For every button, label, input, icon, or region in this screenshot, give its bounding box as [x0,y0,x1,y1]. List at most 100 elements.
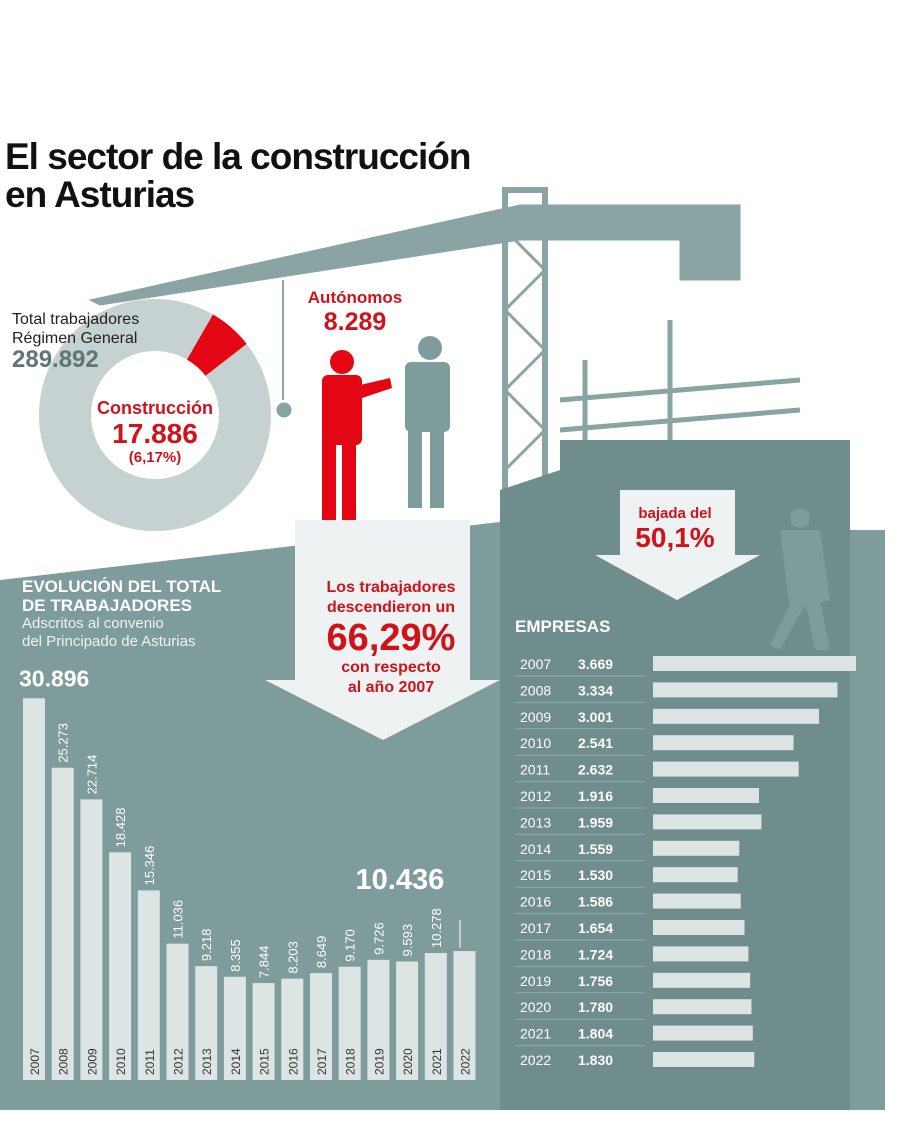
year-label: 2019 [520,973,551,989]
bar-value-label: 2.632 [578,762,613,778]
year-label: 2014 [520,841,551,857]
company-bar-2019 [653,972,751,988]
bar-value-label: 2.541 [578,735,613,751]
donut-chart [39,299,271,531]
year-label: 2013 [520,814,551,830]
year-label: 2016 [520,894,551,910]
company-bar-2008 [653,682,838,698]
bar-value-label: 8.649 [314,936,329,969]
company-bar-2014 [653,840,740,856]
year-label: 2009 [85,1048,99,1075]
year-label: 2021 [520,1026,551,1042]
worker-bar-2007 [23,698,45,1080]
bar-value-label: 3.334 [578,682,613,698]
workers-chart-title: EVOLUCIÓN DEL TOTAL DE TRABAJADORES Adscr… [22,577,222,650]
worker-bar-2018 [338,966,361,1080]
worker-bar-2012 [166,943,189,1080]
year-label: 2015 [258,1048,272,1075]
bar-value-label: 1.916 [578,788,613,804]
company-bar-2011 [653,761,799,777]
year-label: 2016 [286,1048,300,1075]
bar-value-label: 1.780 [578,999,613,1015]
bar-value-label: 8.203 [285,941,300,974]
bar-value-label: 9.170 [343,929,358,962]
bar-value-label: 1.586 [578,894,613,910]
bar-value-label: 8.355 [228,939,243,972]
crane-illustration [88,187,741,513]
year-label: 2013 [200,1048,214,1075]
bar-value-label: 18.428 [113,808,128,848]
bar-value-label: 10.436 [356,864,445,896]
bar-value-label: 7.844 [257,946,272,979]
worker-bar-2014 [223,976,246,1080]
year-label: 2014 [229,1048,243,1075]
bar-value-label: 1.559 [578,841,613,857]
company-bar-2020 [653,999,752,1015]
bar-value-label: 3.669 [578,656,613,672]
year-label: 2010 [520,735,551,751]
bar-value-label: 1.959 [578,814,613,830]
company-bar-2012 [653,788,760,803]
company-bar-2018 [653,946,749,962]
donut-center-label: Construcción 17.886 (6,17%) [96,398,213,466]
donut-construction-segment [187,314,247,376]
year-label: 2020 [520,999,551,1015]
company-bar-2009 [653,708,820,724]
year-label: 2011 [143,1049,157,1075]
year-label: 2021 [430,1048,444,1075]
year-label: 2007 [28,1048,42,1075]
total-workers-label: Total trabajadores Régimen General [12,311,140,347]
year-label: 2018 [520,946,551,962]
bar-value-label: 1.654 [578,920,613,936]
total-workers-value: 289.892 [12,346,99,373]
bar-value-label: 1.804 [578,1026,613,1042]
workers-arrow [265,520,500,740]
autonomos-label: Autónomos 8.289 [307,288,403,336]
year-label: 2022 [459,1048,473,1075]
worker-bar-2019 [367,959,390,1080]
bar-value-label: 10.278 [429,908,444,948]
worker-red-illustration [322,350,392,520]
year-label: 2017 [520,920,551,936]
companies-decline-callout: bajada del 50,1% [635,505,715,553]
worker-bar-2013 [195,966,218,1080]
year-label: 2015 [520,867,551,883]
bar-value-label: 1.530 [578,867,613,883]
bar-value-label: 1.724 [578,946,613,962]
bar-value-label: 1.756 [578,973,613,989]
workers-decline-callout: Los trabajadores descendieron un 66,29% c… [326,579,456,696]
bar-value-label: 22.714 [84,755,99,795]
worker-bar-2020 [396,961,419,1080]
bar-value-label: 15.346 [142,846,157,886]
year-label: 2012 [172,1048,186,1075]
year-label: 2009 [520,709,551,725]
company-bar-2007 [653,656,856,671]
company-bar-2017 [653,920,745,935]
company-bar-2016 [653,893,741,909]
worker-bar-2010 [109,852,132,1080]
bar-value-label: 25.273 [56,723,71,763]
worker-bar-2017 [310,973,332,1080]
bar-value-label: 9.218 [199,929,214,962]
worker-bar-2022 [453,951,476,1080]
page-title: El sector de la construcción en Asturias [5,136,471,215]
year-label: 2020 [401,1048,415,1075]
year-label: 2008 [57,1048,71,1075]
donut-total-ring [39,299,271,531]
worker-bar-2009 [80,799,103,1080]
year-label: 2017 [315,1048,329,1075]
year-label: 2007 [520,656,551,672]
bar-value-label: 9.726 [371,922,386,955]
bar-value-label: 3.001 [578,709,613,725]
year-label: 2011 [520,762,550,778]
worker-gray-illustration [405,336,450,508]
year-label: 2012 [520,788,551,804]
worker-bar-2008 [51,767,74,1080]
year-label: 2018 [344,1048,358,1075]
year-label: 2022 [520,1052,551,1068]
companies-chart-title: EMPRESAS [515,617,611,636]
worker-right-illustration [770,508,830,650]
worker-bar-2011 [137,890,160,1080]
year-label: 2019 [372,1048,386,1075]
